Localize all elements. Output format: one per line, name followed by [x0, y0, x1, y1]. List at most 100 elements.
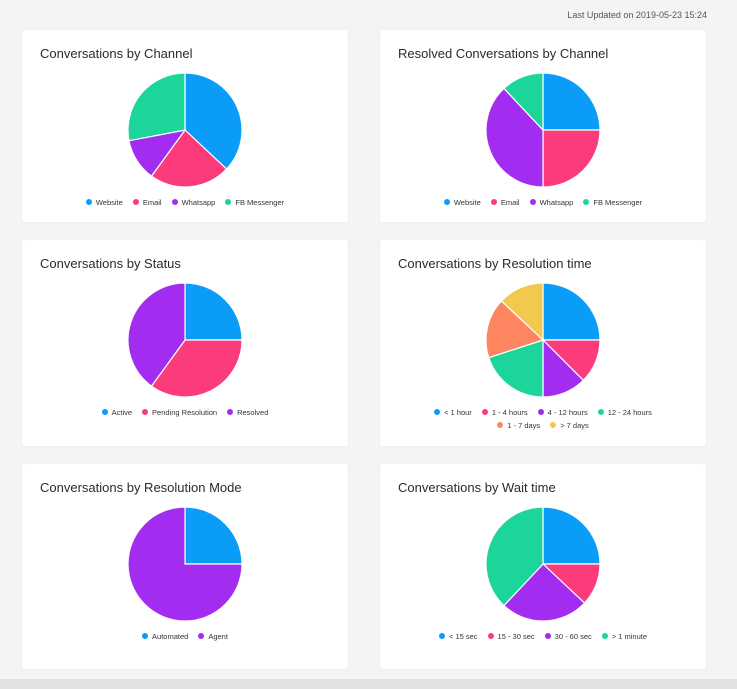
legend-item-website[interactable]: Website: [443, 196, 481, 209]
pie-chart: [127, 282, 243, 398]
pie-slice-30-60-sec[interactable]: [503, 563, 586, 622]
legend-label: 12 - 24 hours: [607, 408, 652, 417]
legend-item-resolved[interactable]: Resolved: [227, 406, 268, 419]
legend-label: Email: [142, 198, 162, 207]
chart-title: Resolved Conversations by Channel: [398, 46, 609, 61]
pie-slice-7-days[interactable]: [500, 282, 544, 342]
legend-row: Website Email Whatsapp FB Messenger: [380, 196, 706, 209]
legend-item-12-24-hours[interactable]: 12 - 24 hours: [597, 406, 652, 419]
legend-item-1-minute[interactable]: > 1 minute: [601, 630, 647, 643]
chart-legend: Active Pending Resolution Resolved: [22, 406, 348, 419]
pie-slice-resolved[interactable]: [127, 282, 186, 387]
legend-item-website[interactable]: Website: [85, 196, 123, 209]
legend-label: Email: [500, 198, 520, 207]
legend-label: < 1 hour: [444, 408, 472, 417]
legend-item-agent[interactable]: Agent: [198, 630, 228, 643]
legend-label: Website: [453, 198, 481, 207]
legend-dot-icon: [529, 199, 536, 206]
pie-slice-15-sec[interactable]: [542, 506, 601, 565]
legend-item-whatsapp[interactable]: Whatsapp: [171, 196, 215, 209]
pie-slice-email[interactable]: [150, 129, 228, 188]
legend-label: > 7 days: [560, 421, 589, 430]
chart-card-conversations-by-wait-time: Conversations by Wait time < 15 sec 15 - 3…: [380, 464, 706, 669]
legend-dot-icon: [85, 199, 92, 206]
pie-slice-12-24-hours[interactable]: [488, 339, 544, 398]
legend-item-7-days[interactable]: > 7 days: [550, 419, 589, 432]
legend-dot-icon: [583, 199, 590, 206]
legend-label: 1 - 7 days: [507, 421, 541, 430]
legend-dot-icon: [171, 199, 178, 206]
pie-slice-fb-messenger[interactable]: [127, 72, 186, 142]
legend-label: Pending Resolution: [152, 408, 218, 417]
legend-dot-icon: [537, 409, 544, 416]
pie-slice-1-7-days[interactable]: [485, 300, 545, 359]
pie-slice-email[interactable]: [542, 129, 601, 188]
chart-legend: < 1 hour 1 - 4 hours 4 - 12 hours 12 - 24 h…: [380, 406, 706, 432]
legend-item-automated[interactable]: Automated: [142, 630, 188, 643]
legend-item-fb-messenger[interactable]: FB Messenger: [225, 196, 284, 209]
pie-slice-agent[interactable]: [127, 506, 243, 622]
legend-dot-icon: [142, 633, 149, 640]
pie-chart: [485, 506, 601, 622]
chart-title: Conversations by Wait time: [398, 480, 556, 495]
legend-label: Whatsapp: [539, 198, 574, 207]
pie-slice-1-minute[interactable]: [485, 506, 544, 607]
legend-dot-icon: [198, 633, 205, 640]
legend-dot-icon: [132, 199, 139, 206]
legend-dot-icon: [490, 199, 497, 206]
legend-item-email[interactable]: Email: [132, 196, 162, 209]
legend-label: 30 - 60 sec: [554, 632, 592, 641]
legend-row: < 15 sec 15 - 30 sec 30 - 60 sec > 1 minute: [380, 630, 706, 643]
pie-chart: [485, 282, 601, 398]
legend-item-active[interactable]: Active: [101, 406, 133, 419]
legend-item-fb-messenger[interactable]: FB Messenger: [583, 196, 642, 209]
pie-slice-website[interactable]: [184, 72, 243, 170]
legend-dot-icon: [227, 409, 234, 416]
legend-item-15-sec[interactable]: < 15 sec: [438, 630, 478, 643]
pie-chart: [127, 72, 243, 188]
legend-label: Website: [95, 198, 123, 207]
legend-label: < 15 sec: [448, 632, 478, 641]
legend-dot-icon: [225, 199, 232, 206]
legend-dot-icon: [434, 409, 441, 416]
legend-item-whatsapp[interactable]: Whatsapp: [529, 196, 574, 209]
legend-item-1-4-hours[interactable]: 1 - 4 hours: [481, 406, 528, 419]
legend-item-30-60-sec[interactable]: 30 - 60 sec: [544, 630, 592, 643]
bottom-scrollbar-track[interactable]: [0, 679, 737, 689]
legend-label: Active: [111, 408, 133, 417]
legend-item-15-30-sec[interactable]: 15 - 30 sec: [487, 630, 535, 643]
legend-dot-icon: [597, 409, 604, 416]
legend-row: 1 - 7 days > 7 days: [380, 419, 706, 432]
legend-item-pending-resolution[interactable]: Pending Resolution: [142, 406, 217, 419]
legend-dot-icon: [481, 409, 488, 416]
chart-card-conversations-by-status: Conversations by Status Active Pending Res…: [22, 240, 348, 446]
legend-item-email[interactable]: Email: [490, 196, 520, 209]
pie-slice-automated[interactable]: [184, 506, 243, 565]
pie-slice-active[interactable]: [184, 282, 243, 341]
legend-item-4-12-hours[interactable]: 4 - 12 hours: [537, 406, 588, 419]
legend-item-1-7-days[interactable]: 1 - 7 days: [497, 419, 540, 432]
legend-dot-icon: [438, 633, 445, 640]
legend-dot-icon: [101, 409, 108, 416]
legend-label: FB Messenger: [593, 198, 643, 207]
legend-item-1-hour[interactable]: < 1 hour: [434, 406, 472, 419]
legend-label: 4 - 12 hours: [547, 408, 588, 417]
chart-legend: < 15 sec 15 - 30 sec 30 - 60 sec > 1 minute: [380, 630, 706, 643]
legend-label: Resolved: [237, 408, 269, 417]
chart-legend: Website Email Whatsapp FB Messenger: [380, 196, 706, 209]
pie-slice-1-hour[interactable]: [542, 282, 601, 341]
legend-label: Automated: [152, 632, 189, 641]
legend-dot-icon: [544, 633, 551, 640]
pie-slice-pending-resolution[interactable]: [150, 339, 243, 398]
chart-legend: Automated Agent: [22, 630, 348, 643]
chart-title: Conversations by Resolution Mode: [40, 480, 242, 495]
last-updated-text: Last Updated on 2019-05-23 15:24: [567, 10, 707, 20]
legend-label: 15 - 30 sec: [497, 632, 535, 641]
pie-slice-website[interactable]: [542, 72, 601, 131]
chart-legend: Website Email Whatsapp FB Messenger: [22, 196, 348, 209]
pie-slice-fb-messenger[interactable]: [503, 72, 544, 132]
legend-row: Website Email Whatsapp FB Messenger: [22, 196, 348, 209]
chart-title: Conversations by Channel: [40, 46, 193, 61]
pie-slice-whatsapp[interactable]: [485, 87, 544, 188]
legend-dot-icon: [497, 422, 504, 429]
